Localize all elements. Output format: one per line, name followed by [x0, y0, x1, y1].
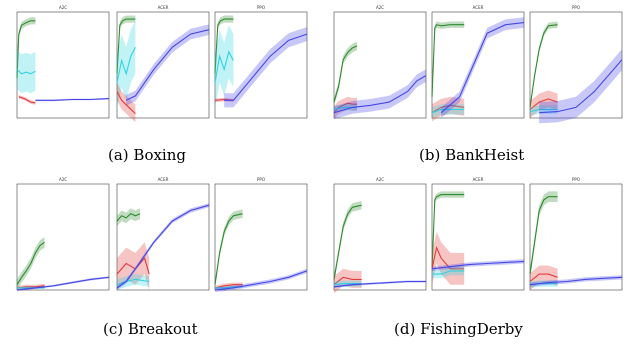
subplot-2-0: A2C [16, 177, 110, 292]
subplot-title: PPO [257, 177, 265, 182]
caption-fishingderby: (d) FishingDerby [394, 320, 523, 338]
series-line-green [16, 20, 36, 79]
subplot-title: PPO [257, 5, 265, 10]
subplot-title: A2C [376, 5, 384, 10]
series-band-green [17, 17, 36, 82]
series-line-cyan [431, 108, 465, 114]
series-band-cyan [530, 105, 558, 116]
plot-frame [16, 183, 110, 291]
subplot-title: ACER [158, 5, 169, 10]
series-line-cyan [16, 69, 36, 75]
series-band-green [334, 201, 362, 284]
series-line-green [431, 24, 465, 97]
subplot-title: A2C [59, 177, 67, 182]
series-line-blue [440, 22, 525, 114]
series-band-red [334, 268, 362, 294]
series-line-blue [116, 204, 210, 289]
series-line-cyan [432, 270, 465, 275]
series-band-cyan [215, 25, 234, 110]
series-line-green [214, 213, 243, 285]
plot-frame [116, 11, 210, 119]
series-line-blue [333, 280, 426, 288]
series-band-red [432, 231, 465, 285]
series-line-green [333, 45, 358, 103]
series-line-green [333, 204, 362, 280]
subplot-title: A2C [376, 177, 384, 182]
series-band-blue [334, 280, 426, 288]
subplot-title: A2C [59, 5, 67, 10]
series-line-green [16, 241, 45, 285]
series-band-cyan [432, 104, 465, 118]
series-line-blue [16, 276, 110, 291]
series-line-red [431, 104, 465, 114]
series-line-blue [333, 75, 427, 114]
series-line-green [116, 213, 141, 222]
series-band-blue [539, 49, 622, 124]
series-band-blue [126, 24, 209, 106]
series-line-red [18, 96, 36, 104]
series-line-red [529, 98, 558, 110]
subplot-1-0: A2C [333, 5, 427, 120]
caption-bankheist: (b) BankHeist [419, 146, 525, 164]
series-band-green [117, 15, 136, 78]
subplot-0-0: A2C [16, 5, 110, 119]
series-line-blue [529, 276, 623, 286]
subplot-1-1: ACER [431, 5, 525, 122]
series-line-green [529, 196, 558, 275]
plot-frame [333, 183, 427, 291]
subplot-title: PPO [572, 177, 580, 182]
series-line-red [16, 285, 45, 289]
series-line-green [529, 24, 558, 108]
series-band-green [334, 41, 357, 107]
series-band-green [215, 15, 234, 78]
caption-boxing: (a) Boxing [108, 146, 186, 164]
series-band-cyan [117, 20, 136, 110]
series-band-red [117, 82, 136, 123]
series-line-red [333, 276, 362, 286]
subplot-title: ACER [158, 177, 169, 182]
series-band-cyan [432, 266, 465, 279]
series-line-green [214, 18, 234, 74]
subplot-3-1: ACER [431, 177, 525, 291]
series-line-red [431, 245, 465, 270]
series-band-red [530, 90, 558, 118]
subplot-title: ACER [473, 177, 484, 182]
series-line-blue [125, 29, 210, 101]
series-line-blue [431, 260, 525, 270]
subplot-2-2: PPO [214, 177, 308, 293]
series-line-cyan [529, 108, 558, 113]
series-line-cyan [116, 47, 136, 83]
series-line-green [431, 194, 465, 269]
subplot-title: ACER [473, 5, 484, 10]
series-line-red [529, 273, 558, 282]
series-line-cyan [333, 283, 362, 286]
series-line-blue [214, 270, 308, 291]
series-band-green [117, 208, 140, 227]
series-line-blue [224, 33, 308, 101]
series-band-cyan [117, 274, 150, 290]
caption-breakout: (c) Breakout [103, 320, 198, 338]
series-line-red [116, 91, 136, 114]
series-line-cyan [214, 50, 234, 83]
subplot-0-2: PPO [214, 5, 308, 119]
series-band-red [117, 242, 150, 290]
series-line-red [214, 284, 243, 289]
subplot-3-2: PPO [529, 177, 623, 291]
plot-frame [529, 183, 623, 291]
subplot-1-2: PPO [529, 5, 623, 124]
series-band-blue [215, 268, 307, 293]
plot-frame [431, 11, 525, 119]
series-line-blue [35, 98, 110, 101]
plot-frame [333, 11, 427, 119]
subplot-0-1: ACER [116, 5, 210, 123]
series-line-cyan [116, 278, 150, 286]
subplot-3-0: A2C [333, 177, 427, 294]
plot-frame [214, 183, 308, 291]
subplot-title: PPO [572, 5, 580, 10]
subplot-2-1: ACER [116, 177, 210, 291]
series-line-green [116, 18, 136, 74]
series-line-blue [539, 59, 623, 114]
